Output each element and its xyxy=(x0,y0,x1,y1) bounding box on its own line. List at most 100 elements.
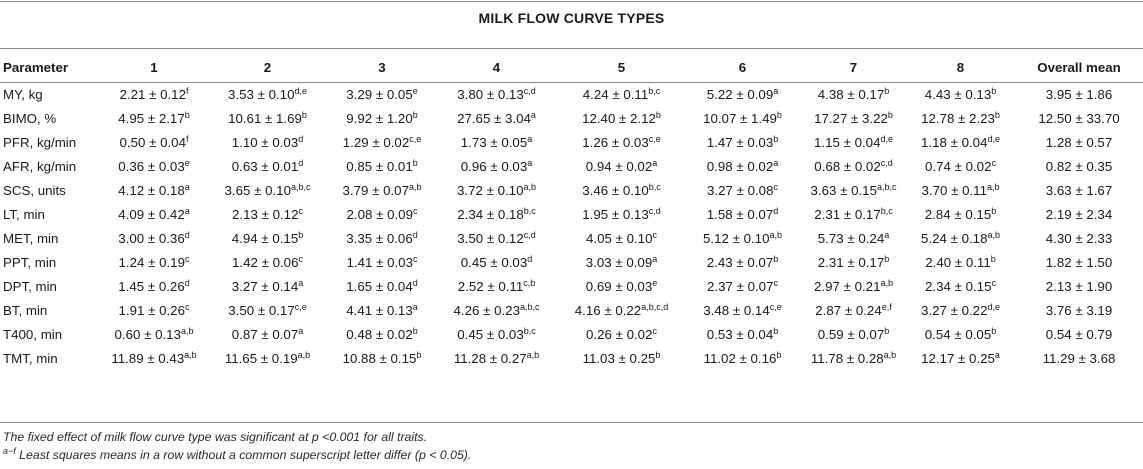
value-cell: 3.63 ± 0.15a,b,c xyxy=(801,178,906,202)
cell-value: 1.95 ± 0.13 xyxy=(582,206,649,222)
value-cell: 4.30 ± 2.33 xyxy=(1015,226,1143,250)
cell-superscript: b,c xyxy=(648,181,661,192)
value-cell: 2.08 ± 0.09c xyxy=(330,202,434,226)
value-cell: 4.24 ± 0.11b,c xyxy=(559,82,684,106)
parameter-cell: T400, min xyxy=(3,326,63,342)
cell-superscript: d xyxy=(298,133,304,144)
value-cell: 11.03 ± 0.25b xyxy=(559,346,684,370)
cell-superscript: c xyxy=(991,277,996,288)
cell-value: 3.79 ± 0.07 xyxy=(342,182,409,198)
cell-superscript: a,b xyxy=(184,349,197,360)
cell-superscript: a,b,c xyxy=(876,181,897,192)
cell-value: 4.05 ± 0.10 xyxy=(586,230,653,246)
cell-superscript: f xyxy=(185,133,189,144)
value-cell: 0.45 ± 0.03b,c xyxy=(434,322,559,346)
value-cell: 12.17 ± 0.25a xyxy=(906,346,1015,370)
cell-superscript: a xyxy=(773,157,779,168)
cell-superscript: a,b xyxy=(987,229,1000,240)
cell-value: 4.94 ± 0.15 xyxy=(231,230,299,246)
value-cell: 3.03 ± 0.09a xyxy=(559,250,684,274)
cell-superscript: c,d xyxy=(523,229,536,240)
value-cell: 10.61 ± 1.69b xyxy=(205,106,330,130)
value-cell: 1.58 ± 0.07d xyxy=(684,202,801,226)
footnote-text: Least squares means in a row without a c… xyxy=(15,448,472,462)
cell-value: 11.02 ± 0.16 xyxy=(703,350,777,366)
cell-value: 4.38 ± 0.17 xyxy=(817,86,885,102)
value-cell: 2.31 ± 0.17b,c xyxy=(801,202,906,226)
cell-value: 12.40 ± 2.12 xyxy=(582,110,656,126)
value-cell: 4.41 ± 0.13a xyxy=(330,298,434,322)
cell-value: 2.52 ± 0.11 xyxy=(457,278,524,294)
cell-value: 3.03 ± 0.09 xyxy=(585,254,653,270)
table-row: PPT, min 1.24 ± 0.19c 1.42 ± 0.06c 1.41 ± 0… xyxy=(0,250,1143,274)
table-title: MILK FLOW CURVE TYPES xyxy=(478,10,665,26)
cell-value: 0.94 ± 0.02 xyxy=(585,158,653,174)
value-cell: 11.78 ± 0.28a,b xyxy=(801,346,906,370)
footnote-superscript: a−f xyxy=(3,446,16,456)
parameter-cell: LT, min xyxy=(3,206,45,222)
cell-value: 10.88 ± 0.15 xyxy=(342,350,417,366)
cell-superscript: e xyxy=(184,157,190,168)
cell-value: 2.34 ± 0.18 xyxy=(457,206,524,222)
bottom-rule xyxy=(0,422,1143,423)
cell-value: 1.26 ± 0.03 xyxy=(582,134,649,150)
cell-value: 4.26 ± 0.23 xyxy=(453,302,520,318)
value-cell: 2.97 ± 0.21a,b xyxy=(801,274,906,298)
cell-value: 11.03 ± 0.25 xyxy=(582,350,656,366)
cell-superscript: b xyxy=(412,109,418,120)
value-cell: 2.84 ± 0.15b xyxy=(906,202,1015,226)
value-cell: 1.65 ± 0.04d xyxy=(330,274,434,298)
cell-value: 2.40 ± 0.11 xyxy=(925,254,991,270)
value-cell: 4.16 ± 0.22a,b,c,d xyxy=(559,298,684,322)
cell-value: 2.97 ± 0.21 xyxy=(814,278,881,294)
value-cell: 0.60 ± 0.13a,b xyxy=(103,322,205,346)
cell-value: 0.59 ± 0.07 xyxy=(817,326,885,342)
cell-value: 1.47 ± 0.03 xyxy=(706,134,774,150)
cell-value: 2.21 ± 0.12 xyxy=(119,86,186,102)
cell-value: 0.60 ± 0.13 xyxy=(114,326,181,342)
value-cell: 1.42 ± 0.06c xyxy=(205,250,330,274)
cell-value: 11.78 ± 0.28 xyxy=(810,350,884,366)
value-cell: 3.50 ± 0.17c,e xyxy=(205,298,330,322)
cell-superscript: c,e xyxy=(769,301,782,312)
value-cell: 0.26 ± 0.02c xyxy=(559,322,684,346)
cell-superscript: c xyxy=(412,205,418,216)
cell-value: 3.35 ± 0.06 xyxy=(346,230,413,246)
cell-value: 3.27 ± 0.14 xyxy=(231,278,299,294)
value-cell: 1.26 ± 0.03c,e xyxy=(559,130,684,154)
cell-superscript: d xyxy=(773,205,779,216)
parameter-cell: AFR, kg/min xyxy=(3,158,77,174)
value-cell: 3.00 ± 0.36d xyxy=(103,226,205,250)
value-cell: 1.45 ± 0.26d xyxy=(103,274,205,298)
table-row: MET, min 3.00 ± 0.36d 4.94 ± 0.15b 3.35 ± 0… xyxy=(0,226,1143,250)
value-cell: 0.59 ± 0.07b xyxy=(801,322,906,346)
cell-value: 4.41 ± 0.13 xyxy=(346,302,413,318)
cell-value: 3.72 ± 0.10 xyxy=(457,182,524,198)
value-cell: 1.28 ± 0.57 xyxy=(1015,130,1143,154)
column-header: 8 xyxy=(956,59,965,75)
value-cell: 0.45 ± 0.03d xyxy=(434,250,559,274)
cell-value: 2.13 ± 0.12 xyxy=(232,206,299,222)
cell-value: 11.89 ± 0.43 xyxy=(111,350,185,366)
cell-superscript: c xyxy=(991,157,996,168)
cell-value: 3.29 ± 0.05 xyxy=(346,86,413,102)
table-row: T400, min 0.60 ± 0.13a,b 0.87 ± 0.07a 0.48 … xyxy=(0,322,1143,346)
value-cell: 11.28 ± 0.27a,b xyxy=(434,346,559,370)
value-cell: 1.73 ± 0.05a xyxy=(434,130,559,154)
table-row: SCS, units 4.12 ± 0.18a 3.65 ± 0.10a,b,c 3.… xyxy=(0,178,1143,202)
cell-superscript: a,b,c xyxy=(519,301,540,312)
value-cell: 3.63 ± 1.67 xyxy=(1015,178,1143,202)
cell-superscript: a,b xyxy=(408,181,422,192)
value-cell: 0.69 ± 0.03e xyxy=(559,274,684,298)
value-cell: 3.27 ± 0.14a xyxy=(205,274,330,298)
cell-value: 11.29 ± 3.68 xyxy=(1042,350,1116,366)
cell-superscript: a,b xyxy=(986,181,1000,192)
cell-superscript: a xyxy=(527,133,533,144)
cell-value: 2.43 ± 0.07 xyxy=(706,254,774,270)
value-cell: 2.13 ± 0.12c xyxy=(205,202,330,226)
cell-value: 5.22 ± 0.09 xyxy=(706,86,774,102)
cell-value: 1.18 ± 0.04 xyxy=(921,134,988,150)
value-cell: 3.27 ± 0.08c xyxy=(684,178,801,202)
cell-value: 4.12 ± 0.18 xyxy=(118,182,185,198)
cell-value: 1.58 ± 0.07 xyxy=(706,206,774,222)
